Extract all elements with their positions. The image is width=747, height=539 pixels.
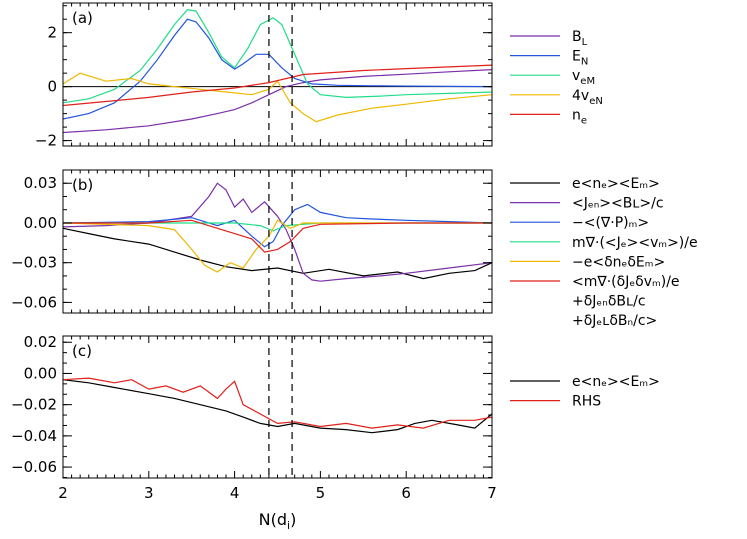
x-tick-label: 3	[144, 484, 154, 502]
legend-entry: <Jₑₙ><Bʟ>/c	[572, 196, 664, 212]
y-tick-label: −0.03	[11, 254, 57, 272]
x-axis-label: N(di)	[259, 510, 297, 532]
y-tick-label: −0.06	[11, 293, 57, 311]
panel-a: −2 0 2 (a)	[35, 2, 493, 150]
legend-entry: BL	[572, 29, 588, 48]
legend-entry: EN	[572, 49, 588, 68]
x-tick-label: 2	[58, 484, 68, 502]
panel-c: 0.02 0.00 −0.02 −0.04 −0.062 3 4 5 6 7 N(di) (c)	[11, 333, 497, 532]
y-tick-label: 0	[47, 78, 57, 96]
legend-entry: veM	[572, 68, 595, 87]
plot-frame	[62, 335, 493, 479]
legend-entry: RHS	[572, 394, 601, 410]
legend-entry: −<(∇·P)ₘ>	[572, 215, 649, 231]
plot-frame	[62, 169, 493, 314]
series-line-EN	[63, 18, 492, 120]
series-line-red	[63, 377, 492, 429]
legend-entry: m∇·(<Jₑ><vₘ>)/e	[572, 235, 698, 251]
y-tick-label: −2	[35, 132, 57, 150]
y-tick-label: −0.06	[11, 458, 57, 476]
series-line-purple	[63, 182, 492, 282]
panel-label: (a)	[72, 9, 93, 27]
y-tick-label: 0.03	[24, 174, 57, 192]
legend-b: e<nₑ><Eₘ> <Jₑₙ><Bʟ>/c −<(∇·P)ₘ> m∇·(<Jₑ><vₘ…	[510, 176, 698, 329]
legend-entry: −e<δnₑδEₘ>	[572, 254, 665, 270]
panel-label: (c)	[72, 342, 92, 360]
y-tick-label: −0.04	[11, 427, 57, 445]
panel-b: 0.03 0.00 −0.03 −0.06 (b)	[11, 169, 493, 314]
y-tick-label: 0.02	[24, 333, 57, 351]
y-tick-label: 2	[47, 24, 57, 42]
series-line-BL	[63, 69, 492, 134]
legend-entry: <m∇·(δJₑδvₘ)/e	[572, 274, 680, 290]
y-tick-label: 0.00	[24, 364, 57, 382]
legend-entry: +δJₑₙδBʟ/c	[572, 294, 646, 310]
legend-entry: +δJₑʟδBₙ/c>	[572, 313, 657, 329]
panel-label: (b)	[72, 176, 93, 194]
series-line-yellow	[63, 219, 492, 273]
legend-entry: e<nₑ><Eₘ>	[572, 374, 660, 390]
legend-entry: 4veN	[572, 88, 603, 107]
series-line-black	[63, 227, 492, 280]
legend-c: e<nₑ><Eₘ> RHS	[510, 374, 660, 410]
y-tick-label: 0.00	[24, 214, 57, 232]
y-tick-label: −0.02	[11, 396, 57, 414]
x-tick-label: 7	[487, 484, 497, 502]
series-line-veM	[63, 9, 492, 104]
x-tick-label: 6	[401, 484, 411, 502]
series-line-black	[63, 379, 492, 434]
plot-frame	[62, 2, 493, 147]
series-line-ne	[63, 64, 492, 107]
x-tick-label: 4	[230, 484, 240, 502]
legend-entry: ne	[572, 107, 587, 126]
x-tick-label: 5	[316, 484, 326, 502]
series-line-red	[63, 219, 492, 253]
legend-entry: e<nₑ><Eₘ>	[572, 176, 660, 192]
